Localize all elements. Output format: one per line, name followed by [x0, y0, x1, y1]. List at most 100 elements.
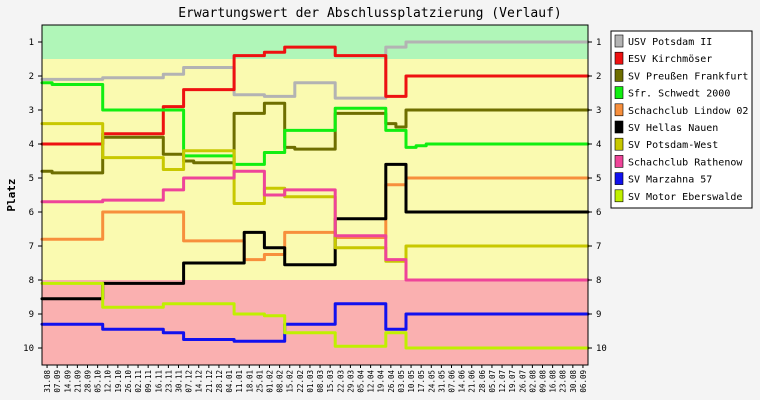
- y-tick-label-right: 9: [596, 310, 601, 320]
- legend-label: SV Hellas Nauen: [628, 123, 718, 134]
- y-tick-label-right: 3: [596, 106, 601, 116]
- series-line-1: [40, 40, 590, 100]
- y-tick-label-right: 1: [596, 38, 601, 48]
- x-tick-label: 31.05: [437, 370, 446, 393]
- x-tick-label: 09.11: [144, 370, 153, 393]
- x-tick-label: 09.08: [539, 370, 548, 393]
- legend-swatch: [614, 137, 624, 151]
- legend-swatch: [614, 172, 624, 185]
- x-tick-label: 28.12: [215, 370, 224, 393]
- legend-swatch: [614, 86, 624, 99]
- series-line-7: [40, 122, 590, 263]
- x-tick-label: 07.06: [448, 370, 457, 393]
- x-tick-label: 16.11: [154, 370, 163, 393]
- legend-swatch: [614, 34, 624, 48]
- x-tick-label: 28.06: [478, 370, 487, 393]
- zone-bands: [42, 25, 588, 365]
- legend-swatch: [614, 120, 624, 134]
- x-tick-label: 06.09: [579, 370, 588, 393]
- x-axis: 31.08 07.09 14.09 21.09 28.09 05.10 12.10 19.10…: [43, 365, 588, 393]
- x-tick-label: 12.10: [104, 370, 113, 393]
- series-line-9: [40, 302, 590, 343]
- x-tick-label: 23.11: [164, 370, 173, 393]
- legend-swatch: [614, 103, 624, 117]
- x-tick-label: 25.01: [255, 370, 264, 393]
- y-tick-label: 6: [29, 208, 34, 218]
- legend: USV Potsdam II ESV Kirchmöser SV Preußen F…: [610, 30, 753, 209]
- x-tick-label: 30.11: [175, 370, 184, 393]
- series-lines: [40, 40, 590, 350]
- x-tick-label: 19.10: [114, 370, 123, 393]
- y-tick-label: 8: [29, 276, 34, 286]
- legend-swatch: [614, 51, 624, 65]
- zone-band-3: [42, 280, 588, 365]
- series-line-3: [40, 101, 590, 175]
- legend-swatch: [614, 69, 624, 82]
- x-tick-label: 01.03: [306, 370, 315, 393]
- x-tick-label: 08.02: [276, 370, 285, 393]
- plot-frame: [41, 24, 589, 366]
- x-tick-label: 01.02: [266, 370, 275, 393]
- x-tick-label: 12.07: [498, 370, 507, 393]
- y-tick-label-right: 4: [596, 140, 601, 150]
- x-tick-label: 02.11: [134, 370, 143, 393]
- x-tick-label: 08.03: [316, 370, 325, 393]
- x-tick-label: 24.05: [427, 370, 436, 393]
- x-tick-label: 10.05: [407, 370, 416, 393]
- series-line-6: [40, 162, 590, 301]
- y-tick-label: 10: [23, 344, 34, 354]
- x-tick-label: 28.09: [84, 370, 93, 393]
- x-tick-label: 23.08: [559, 370, 568, 393]
- x-tick-label: 14.12: [195, 370, 204, 393]
- x-tick-label: 05.04: [357, 370, 366, 393]
- y-tick-label: 1: [29, 38, 34, 48]
- y-tick-label-right: 2: [596, 72, 601, 82]
- x-tick-label: 12.04: [367, 370, 376, 393]
- series-line-2: [40, 45, 590, 146]
- zone-band-2: [42, 59, 588, 280]
- x-tick-label: 14.06: [458, 370, 467, 393]
- y-tick-label-right: 7: [596, 242, 601, 252]
- x-tick-label: 21.06: [468, 370, 477, 393]
- x-tick-label: 18.01: [245, 370, 254, 393]
- x-tick-label: 31.08: [43, 370, 52, 393]
- y-axis-label: Platz: [5, 178, 18, 211]
- legend-label: SV Motor Eberswalde: [628, 192, 742, 203]
- x-tick-label: 15.03: [326, 370, 335, 393]
- x-tick-label: 22.02: [296, 370, 305, 393]
- y-axis: 1 2 3 4 5 6 7 8 9 10: [23, 38, 42, 354]
- y-tick-label: 3: [29, 106, 34, 116]
- x-tick-label: 05.07: [488, 370, 497, 393]
- x-tick-label: 22.03: [336, 370, 345, 393]
- x-tick-label: 02.08: [528, 370, 537, 393]
- y-tick-label: 7: [29, 242, 34, 252]
- series-line-5: [40, 176, 590, 262]
- x-tick-label: 19.04: [377, 370, 386, 393]
- y-tick-label-right: 10: [596, 344, 607, 354]
- legend-label: Schachclub Rathenow: [628, 157, 743, 168]
- legend-swatch: [614, 155, 624, 168]
- x-tick-label: 04.01: [225, 370, 234, 393]
- x-tick-label: 26.10: [124, 370, 133, 393]
- x-tick-label: 17.05: [417, 370, 426, 393]
- y-tick-label-right: 5: [596, 174, 601, 184]
- y-tick-label: 2: [29, 72, 34, 82]
- x-tick-label: 16.08: [549, 370, 558, 393]
- legend-label: Sfr. Schwedt 2000: [628, 89, 730, 100]
- x-tick-label: 26.04: [387, 370, 396, 393]
- legend-swatch: [614, 189, 624, 203]
- y-tick-label: 5: [29, 174, 34, 184]
- y-tick-label-right: 8: [596, 276, 601, 286]
- y-tick-label-right: 6: [596, 208, 601, 218]
- x-tick-label: 03.05: [397, 370, 406, 393]
- x-tick-label: 21.09: [73, 370, 82, 393]
- legend-label: ESV Kirchmöser: [628, 54, 712, 65]
- series-line-10: [40, 281, 590, 350]
- x-tick-label: 15.02: [286, 370, 295, 393]
- x-tick-label: 07.09: [53, 370, 62, 393]
- legend-label: USV Potsdam II: [628, 37, 712, 48]
- legend-box: [610, 30, 753, 209]
- series-line-4: [40, 81, 590, 166]
- x-tick-label: 30.08: [569, 370, 578, 393]
